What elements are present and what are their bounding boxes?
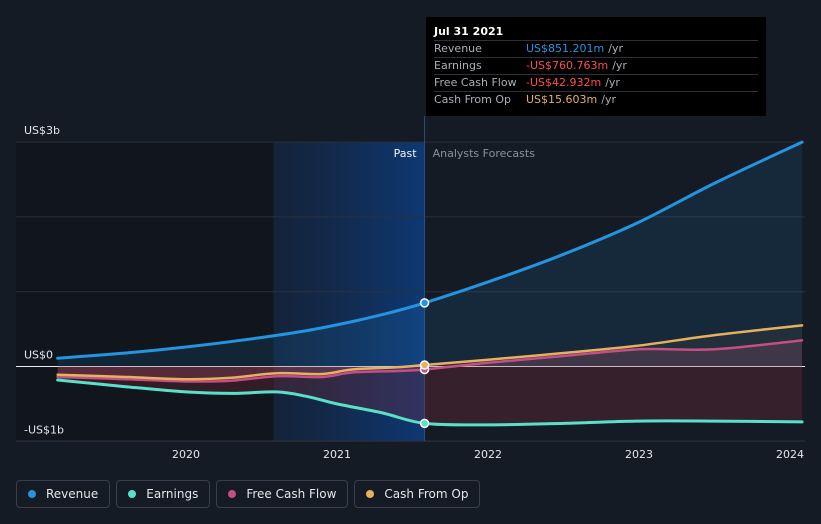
legend-dot-icon <box>128 490 137 498</box>
tooltip-label: Cash From Op <box>434 93 512 106</box>
tooltip-date: Jul 31 2021 <box>434 25 504 38</box>
x-tick-label: 2022 <box>474 448 502 461</box>
cfo-area <box>57 325 803 380</box>
legend-item-revenue[interactable]: Revenue <box>16 480 111 508</box>
revenue-point <box>419 298 430 308</box>
chart-legend: Revenue Earnings Free Cash Flow Cash From O… <box>16 480 481 508</box>
revenue-area <box>57 142 803 367</box>
x-tick-label: 2024 <box>776 448 804 461</box>
past-label: Past <box>394 147 418 160</box>
x-tick-label: 2020 <box>172 448 200 461</box>
legend-label: Earnings <box>146 487 199 501</box>
fcf-line <box>56 339 804 383</box>
legend-item-free-cash-flow[interactable]: Free Cash Flow <box>216 480 349 508</box>
legend-label: Free Cash Flow <box>246 487 337 501</box>
tooltip-unit: /yr <box>601 93 616 106</box>
y-tick-label: US$0 <box>24 349 53 362</box>
legend-label: Cash From Op <box>384 487 469 501</box>
chart-gridlines <box>16 116 805 442</box>
tooltip-value: US$851.201m <box>526 42 605 55</box>
tooltip-row: Revenue US$851.201m/yr <box>434 40 758 57</box>
tooltip-row: Earnings -US$760.763m/yr <box>434 57 758 74</box>
tooltip-row: Cash From Op US$15.603m/yr <box>434 91 758 108</box>
legend-dot-icon <box>366 490 375 498</box>
tooltip-label: Free Cash Flow <box>434 76 517 89</box>
revenue-line <box>56 140 804 360</box>
tooltip-row: Free Cash Flow -US$42.932m/yr <box>434 74 758 91</box>
tooltip-label: Revenue <box>434 42 482 55</box>
forecast-label: Analysts Forecasts <box>433 147 536 160</box>
tooltip-unit: /yr <box>608 42 623 55</box>
cfo-line <box>56 324 804 381</box>
chart-lines <box>56 140 804 427</box>
earnings-point <box>419 418 430 429</box>
legend-dot-icon <box>28 490 36 498</box>
tooltip-unit: /yr <box>612 59 627 72</box>
tooltip-value: -US$760.763m <box>526 59 609 72</box>
earnings-area <box>57 366 803 425</box>
cfo-point <box>419 360 430 370</box>
chart-labels: US$3b US$0 -US$1b 2020 2021 2022 2023 2024 Past A… <box>24 124 804 461</box>
y-tick-label: -US$1b <box>24 423 64 436</box>
tooltip-unit: /yr <box>605 76 620 89</box>
x-tick-label: 2023 <box>625 448 653 461</box>
fcf-area <box>57 340 803 382</box>
earnings-line <box>56 378 804 427</box>
legend-item-cash-from-op[interactable]: Cash From Op <box>354 480 481 508</box>
tooltip-label: Earnings <box>434 59 482 72</box>
legend-label: Revenue <box>46 487 99 501</box>
data-tooltip: Jul 31 2021 Revenue US$851.201m/yr Earning… <box>426 17 766 116</box>
x-tick-label: 2021 <box>323 448 351 461</box>
tooltip-value: US$15.603m <box>526 93 598 106</box>
legend-item-earnings[interactable]: Earnings <box>116 480 211 508</box>
financial-chart: US$3b US$0 -US$1b 2020 2021 2022 2023 2024 Past A… <box>16 116 805 461</box>
y-tick-label: US$3b <box>24 124 60 137</box>
chart-areas <box>57 142 803 425</box>
chart-highlight-points <box>419 298 430 429</box>
tooltip-value: -US$42.932m <box>526 76 602 89</box>
legend-dot-icon <box>228 490 237 498</box>
